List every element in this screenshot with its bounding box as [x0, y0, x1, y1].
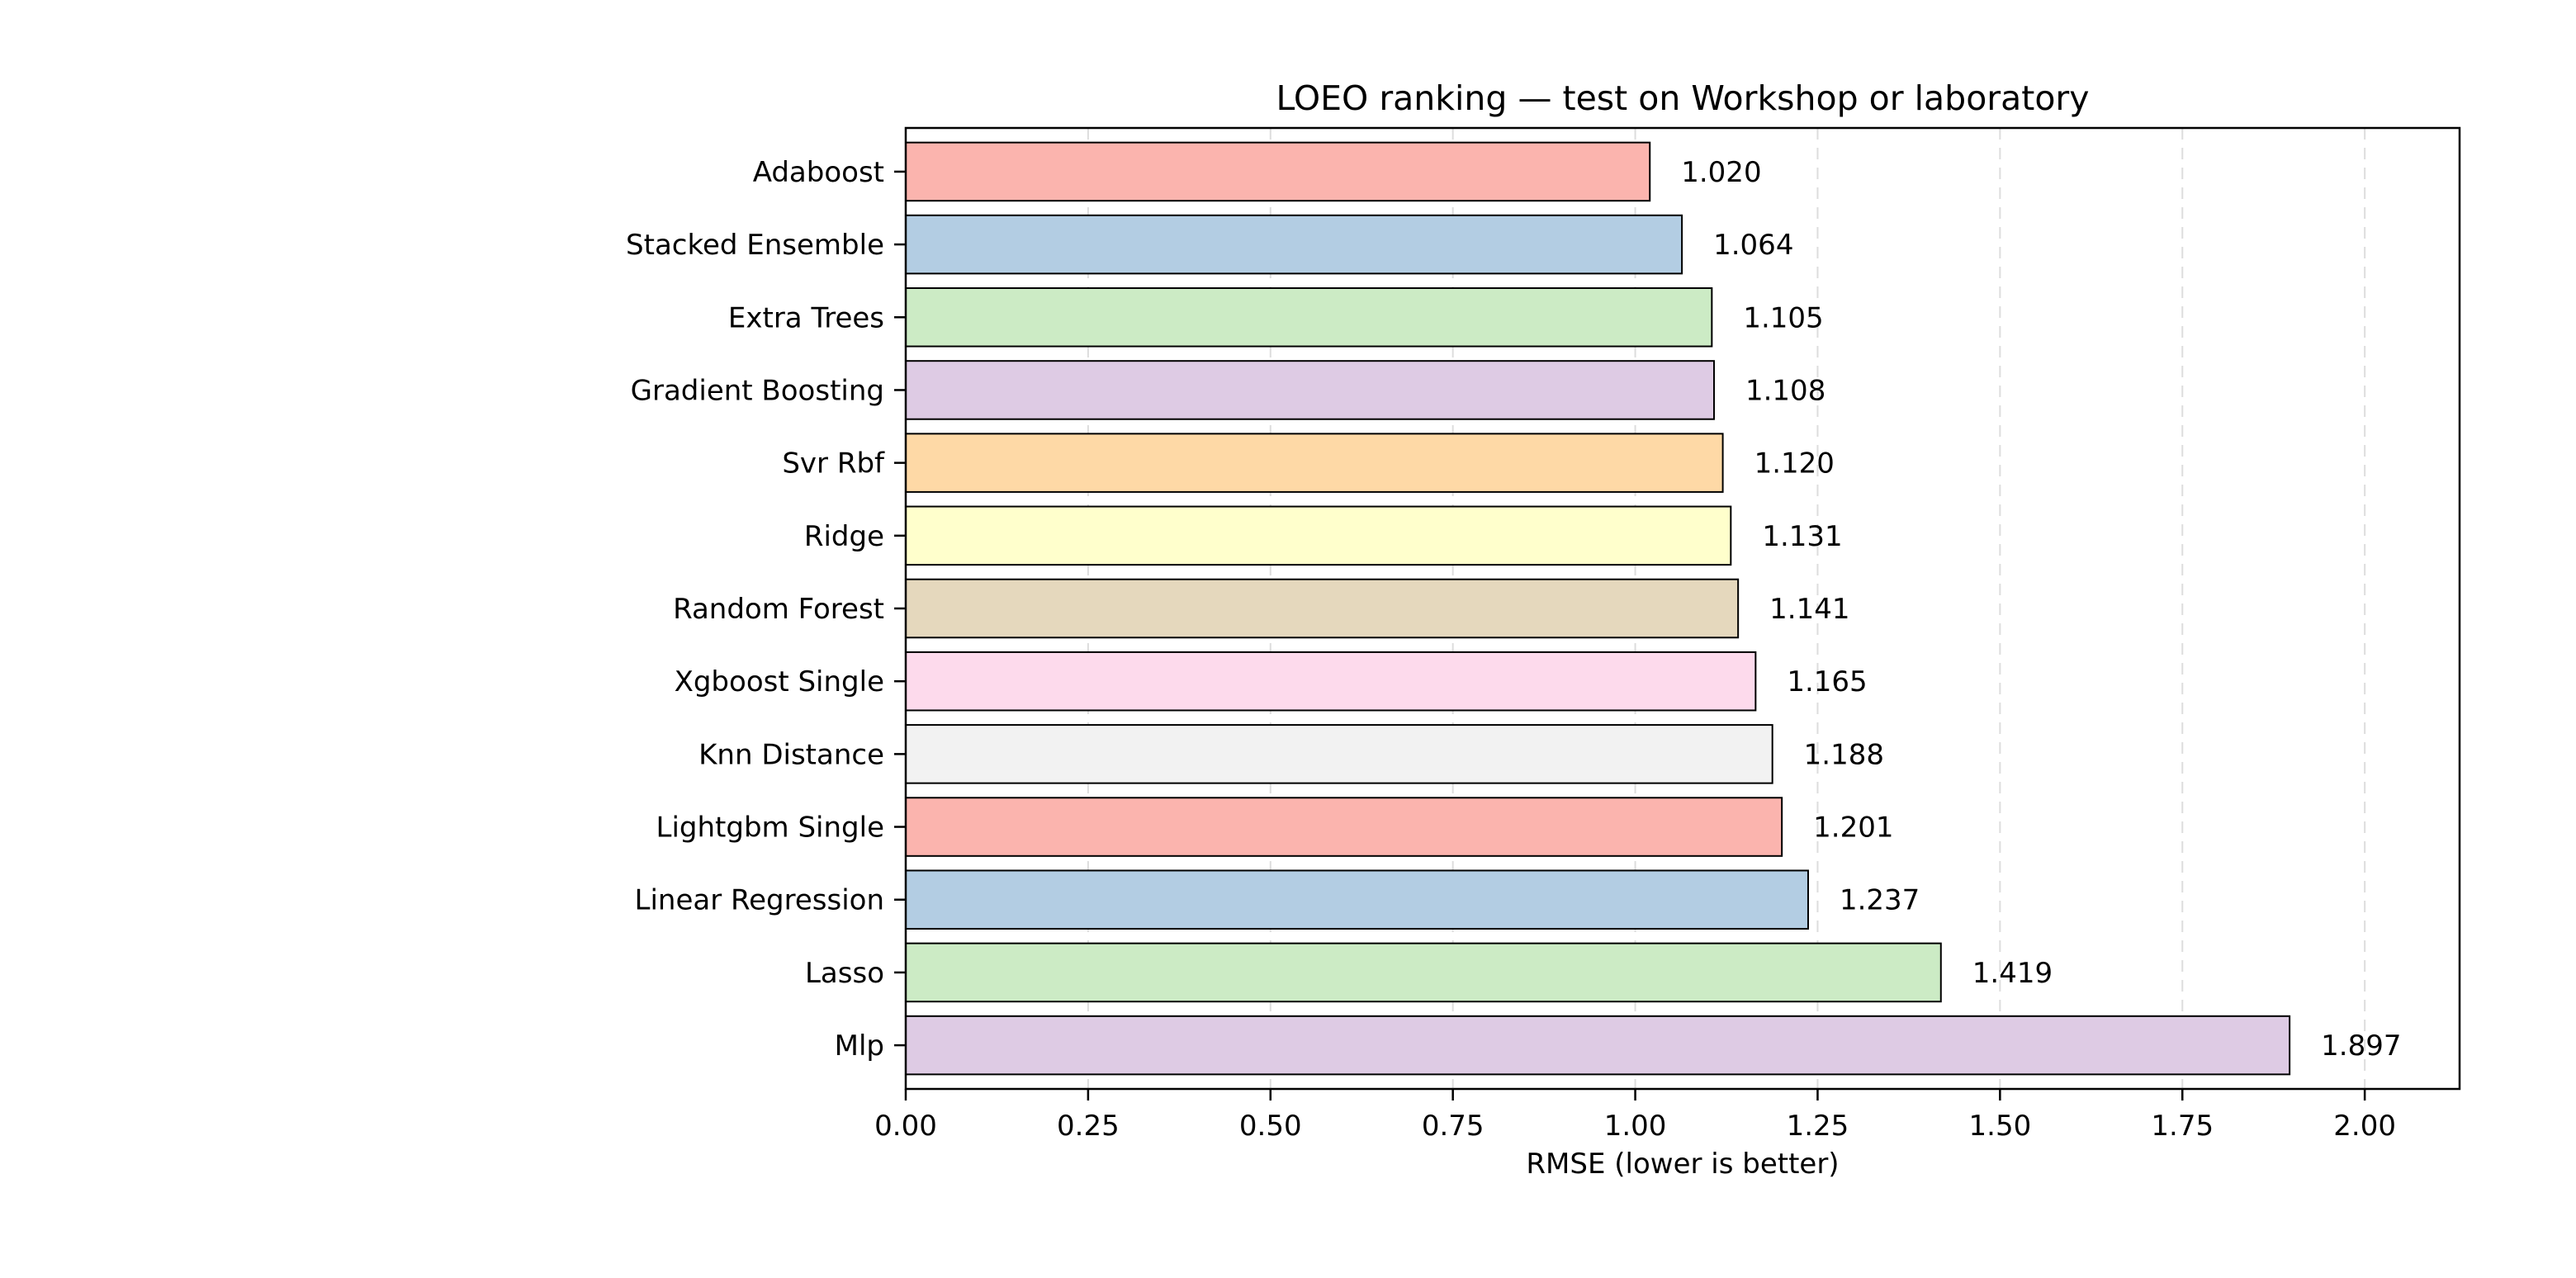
- x-tick-label: 1.25: [1787, 1110, 1849, 1143]
- bar: [905, 1015, 2291, 1076]
- x-tick-label: 0.75: [1422, 1110, 1485, 1143]
- x-tick-label: 0.25: [1057, 1110, 1120, 1143]
- x-tick-label: 1.50: [1969, 1110, 2032, 1143]
- bar: [905, 869, 1809, 930]
- value-label: 1.201: [1813, 812, 1893, 845]
- value-label: 1.165: [1787, 665, 1867, 698]
- category-label: Knn Distance: [698, 738, 884, 771]
- value-label: 1.131: [1762, 520, 1842, 553]
- y-axis-ticks: Adaboost Stacked Ensemble Extra Trees Gradi…: [626, 156, 906, 1063]
- bar: [905, 797, 1783, 857]
- value-label: 1.020: [1681, 156, 1761, 189]
- chart-title: LOEO ranking — test on Workshop or labor…: [1276, 78, 2089, 118]
- category-label: Stacked Ensemble: [626, 229, 884, 262]
- category-label: Svr Rbf: [782, 447, 885, 480]
- bar: [905, 724, 1773, 784]
- category-label: Linear Regression: [635, 884, 884, 917]
- value-label: 1.105: [1743, 301, 1823, 334]
- bars: [905, 141, 2291, 1076]
- category-label: Lasso: [805, 957, 884, 990]
- value-label: 1.188: [1804, 738, 1884, 771]
- bar: [905, 360, 1715, 420]
- category-label: Random Forest: [673, 593, 884, 626]
- value-label: 1.897: [2321, 1030, 2401, 1063]
- value-label: 1.120: [1754, 447, 1835, 480]
- x-tick-label: 2.00: [2333, 1110, 2396, 1143]
- bar: [905, 942, 1942, 1003]
- x-axis-ticks: 0.00 0.25 0.50 0.75 1.00 1.25 1.50 1.75 2.00: [874, 1089, 2396, 1143]
- value-label: 1.141: [1769, 593, 1849, 626]
- x-tick-label: 1.75: [2151, 1110, 2214, 1143]
- category-label: Gradient Boosting: [631, 374, 884, 407]
- category-label: Lightgbm Single: [656, 812, 884, 845]
- x-axis-title: RMSE (lower is better): [1526, 1148, 1839, 1181]
- x-tick-label: 0.00: [874, 1110, 937, 1143]
- value-label: 1.237: [1840, 884, 1920, 917]
- bar: [905, 141, 1651, 202]
- category-label: Ridge: [804, 520, 884, 553]
- category-label: Extra Trees: [728, 301, 884, 334]
- bar: [905, 505, 1732, 566]
- value-label: 1.419: [1972, 957, 2053, 990]
- bar: [905, 287, 1713, 348]
- value-label: 1.108: [1745, 374, 1825, 407]
- bar: [905, 214, 1683, 275]
- bar: [905, 651, 1757, 712]
- x-tick-label: 1.00: [1604, 1110, 1667, 1143]
- value-label: 1.064: [1713, 229, 1793, 262]
- bar: [905, 433, 1724, 493]
- value-labels: 1.020 1.064 1.105 1.108 1.120 1.131 1.141 1.165…: [1681, 156, 2401, 1063]
- category-label: Mlp: [835, 1030, 884, 1063]
- x-tick-label: 0.50: [1239, 1110, 1302, 1143]
- category-label: Adaboost: [753, 156, 884, 189]
- category-label: Xgboost Single: [675, 665, 884, 698]
- bar: [905, 578, 1740, 639]
